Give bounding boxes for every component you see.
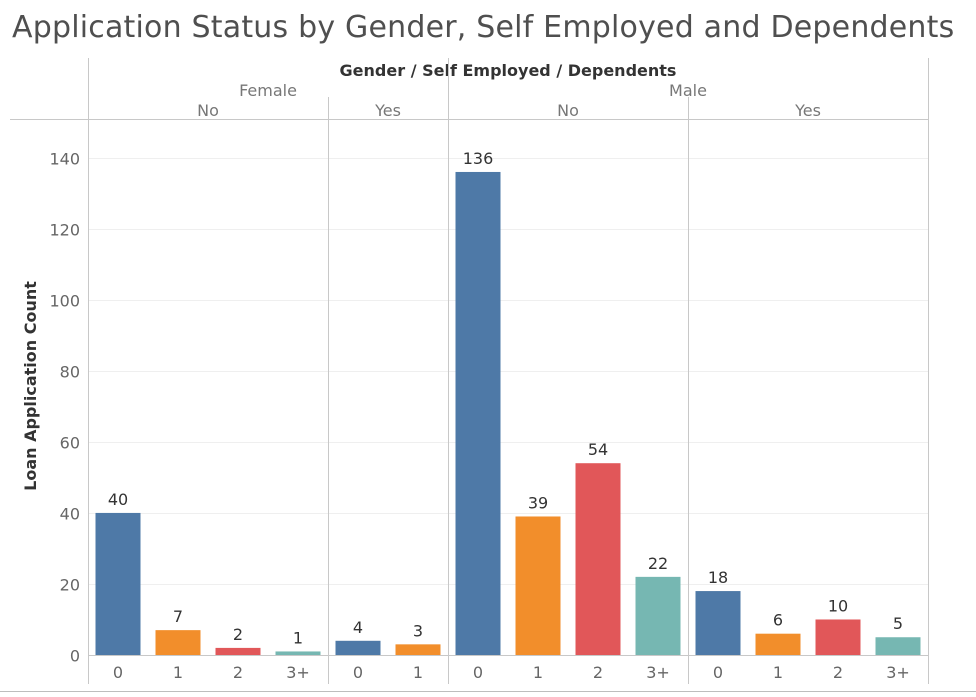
- x-tick-label: 1: [173, 663, 183, 682]
- data-label: 39: [528, 493, 548, 512]
- data-label: 22: [648, 554, 668, 573]
- y-axis-label: Loan Application Count: [21, 281, 40, 491]
- y-tick-label: 120: [49, 221, 80, 240]
- bar: [215, 647, 261, 655]
- x-tick-label: 1: [773, 663, 783, 682]
- data-label: 6: [773, 611, 783, 630]
- y-tick-label: 20: [60, 576, 80, 595]
- bar: [95, 512, 141, 655]
- data-label: 4: [353, 618, 363, 637]
- chart-title: Application Status by Gender, Self Emplo…: [12, 10, 955, 45]
- bar: [155, 630, 201, 655]
- bar: [455, 171, 501, 655]
- y-tick-label: 0: [70, 647, 80, 666]
- x-tick-label: 0: [473, 663, 483, 682]
- data-label: 54: [588, 440, 608, 459]
- x-tick-label: 1: [533, 663, 543, 682]
- bar: [815, 619, 861, 655]
- x-tick-label: 0: [713, 663, 723, 682]
- y-tick-label: 100: [49, 292, 80, 311]
- x-tick-label: 0: [113, 663, 123, 682]
- data-label: 136: [463, 149, 494, 168]
- y-tick-label: 40: [60, 505, 80, 524]
- data-label: 7: [173, 607, 183, 626]
- x-tick-label: 3+: [286, 663, 310, 682]
- data-label: 2: [233, 625, 243, 644]
- bar: [395, 644, 441, 655]
- y-tick-label: 60: [60, 434, 80, 453]
- bar: [575, 463, 621, 655]
- self-employed-label: Yes: [374, 101, 401, 120]
- data-label: 3: [413, 621, 423, 640]
- bar: [635, 576, 681, 655]
- x-tick-label: 1: [413, 663, 423, 682]
- bar: [875, 637, 921, 655]
- data-label: 5: [893, 614, 903, 633]
- bar: [275, 651, 321, 655]
- self-employed-label: Yes: [794, 101, 821, 120]
- gender-label: Male: [669, 81, 707, 100]
- data-label: 18: [708, 568, 728, 587]
- self-employed-label: No: [557, 101, 579, 120]
- bar: [335, 640, 381, 655]
- x-tick-label: 0: [353, 663, 363, 682]
- data-label: 40: [108, 490, 128, 509]
- column-header-title: Gender / Self Employed / Dependents: [340, 61, 677, 80]
- x-tick-label: 3+: [886, 663, 910, 682]
- bar: [755, 633, 801, 655]
- self-employed-label: No: [197, 101, 219, 120]
- y-tick-label: 80: [60, 363, 80, 382]
- bar: [515, 516, 561, 655]
- data-label: 10: [828, 596, 848, 615]
- x-tick-label: 2: [593, 663, 603, 682]
- x-tick-label: 2: [233, 663, 243, 682]
- x-tick-label: 2: [833, 663, 843, 682]
- y-tick-label: 140: [49, 150, 80, 169]
- data-label: 1: [293, 628, 303, 647]
- x-tick-label: 3+: [646, 663, 670, 682]
- gender-label: Female: [239, 81, 297, 100]
- bar: [695, 591, 741, 655]
- bottom-divider: [0, 691, 976, 692]
